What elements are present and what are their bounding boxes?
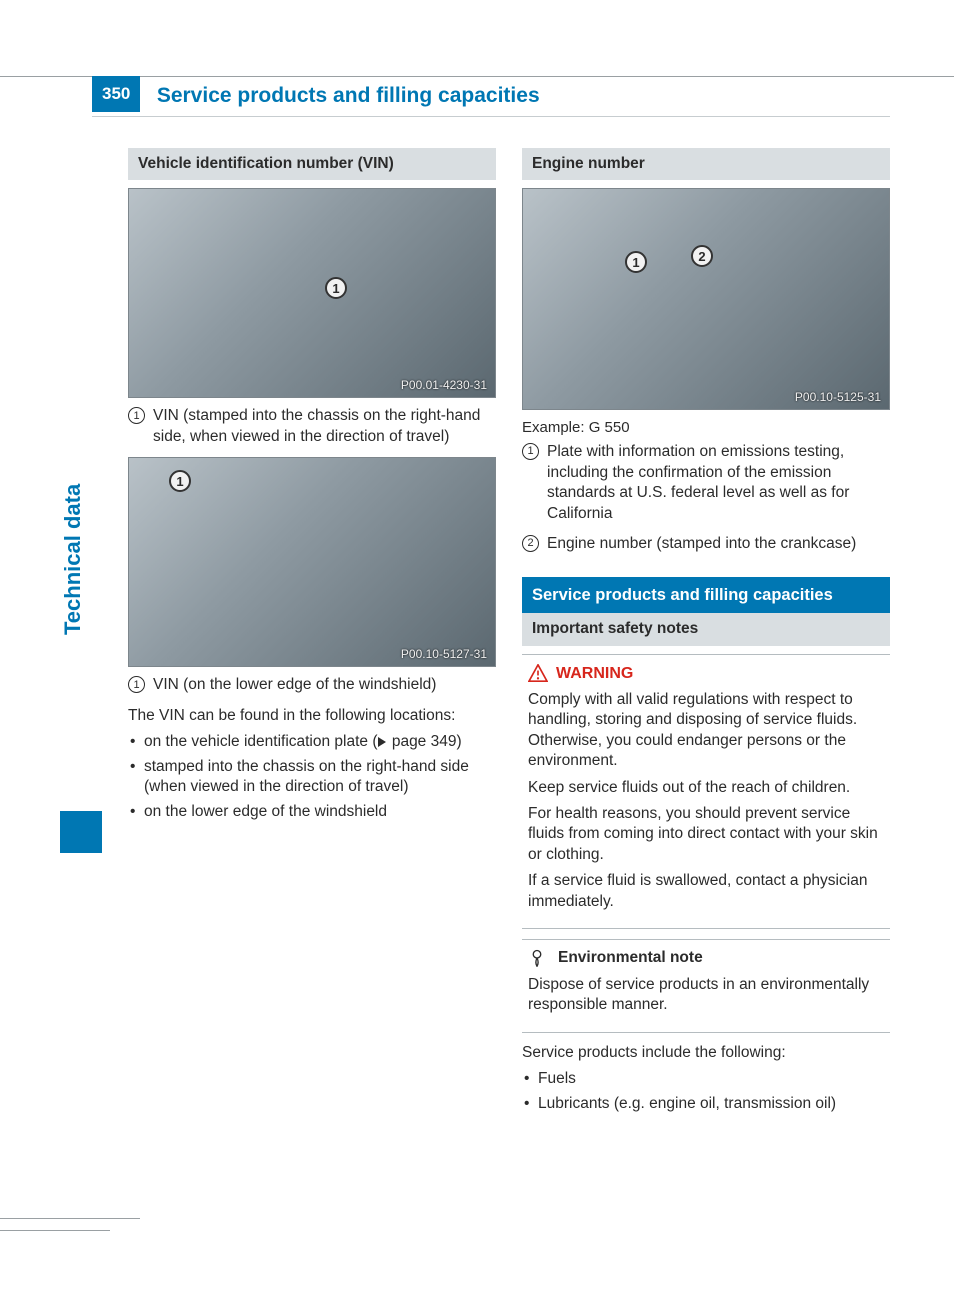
footer-rule (0, 1230, 110, 1231)
bullet-list: Fuels Lubricants (e.g. engine oil, trans… (522, 1069, 890, 1114)
right-column: Engine number 1 2 P00.10-5125-31 Example… (522, 148, 890, 1120)
warning-text: For health reasons, you should prevent s… (528, 804, 884, 865)
figure-id: P00.10-5125-31 (795, 390, 881, 406)
bullet-item: Fuels (524, 1069, 890, 1089)
circled-number-icon: 1 (128, 676, 145, 693)
figure-id: P00.01-4230-31 (401, 378, 487, 394)
figure-caption: Example: G 550 (522, 418, 890, 438)
figure-engine-number: 1 2 P00.10-5125-31 (522, 188, 890, 410)
callout-1-icon: 1 (625, 251, 647, 273)
page-ref-icon (378, 737, 386, 747)
heading-service-products: Service products and filling capacities (522, 577, 890, 614)
warning-text: Keep service fluids out of the reach of … (528, 778, 884, 798)
bullet-list: on the vehicle identification plate ( pa… (128, 732, 496, 822)
environmental-title: Environmental note (528, 948, 884, 968)
callout-1-icon: 1 (325, 277, 347, 299)
bullet-item: Lubricants (e.g. engine oil, transmissio… (524, 1094, 890, 1114)
environmental-label: Environmental note (558, 948, 703, 968)
figure-vin-windshield: 1 P00.10-5127-31 (128, 457, 496, 667)
header-underline (92, 116, 890, 117)
paragraph: Service products include the following: (522, 1043, 890, 1063)
bullet-text: page 349) (388, 733, 462, 750)
content-columns: Vehicle identification number (VIN) 1 P0… (128, 148, 890, 1120)
sidebar-tab-label: Technical data (60, 484, 86, 635)
warning-box: WARNING Comply with all valid regulation… (522, 654, 890, 930)
paragraph: The VIN can be found in the following lo… (128, 706, 496, 726)
environmental-text: Dispose of service products in an enviro… (528, 975, 884, 1016)
heading-engine-number: Engine number (522, 148, 890, 180)
warning-icon (528, 664, 548, 682)
page-title: Service products and filling capacities (145, 76, 540, 108)
bullet-item: stamped into the chassis on the right-ha… (130, 757, 496, 798)
warning-text: If a service fluid is swallowed, contact… (528, 871, 884, 912)
warning-text: Comply with all valid regulations with r… (528, 690, 884, 772)
bullet-item: on the lower edge of the windshield (130, 802, 496, 822)
heading-safety-notes: Important safety notes (522, 613, 890, 645)
list-text: Plate with information on emissions test… (547, 442, 890, 524)
figure-id: P00.10-5127-31 (401, 647, 487, 663)
environmental-note-box: Environmental note Dispose of service pr… (522, 939, 890, 1032)
circled-number-icon: 1 (522, 443, 539, 460)
page-header: 350 Service products and filling capacit… (92, 76, 890, 112)
warning-title: WARNING (528, 663, 884, 684)
callout-1-icon: 1 (169, 470, 191, 492)
bullet-item: on the vehicle identification plate ( pa… (130, 732, 496, 752)
list-item: 1 VIN (stamped into the chassis on the r… (128, 406, 496, 447)
footer-rule (0, 1218, 140, 1219)
list-text: Engine number (stamped into the crankcas… (547, 534, 890, 554)
circled-number-icon: 1 (128, 407, 145, 424)
heading-vin: Vehicle identification number (VIN) (128, 148, 496, 180)
list-item: 2 Engine number (stamped into the crankc… (522, 534, 890, 554)
left-column: Vehicle identification number (VIN) 1 P0… (128, 148, 496, 1120)
figure-vin-chassis: 1 P00.01-4230-31 (128, 188, 496, 398)
list-text: VIN (stamped into the chassis on the rig… (153, 406, 496, 447)
callout-2-icon: 2 (691, 245, 713, 267)
sidebar-tab-marker (60, 811, 102, 853)
circled-number-icon: 2 (522, 535, 539, 552)
list-item: 1 Plate with information on emissions te… (522, 442, 890, 524)
bullet-text: on the vehicle identification plate ( (144, 733, 378, 750)
list-text: VIN (on the lower edge of the windshield… (153, 675, 496, 695)
list-item: 1 VIN (on the lower edge of the windshie… (128, 675, 496, 695)
leaf-icon (528, 949, 546, 967)
warning-label: WARNING (556, 663, 633, 684)
page-number: 350 (92, 76, 140, 112)
